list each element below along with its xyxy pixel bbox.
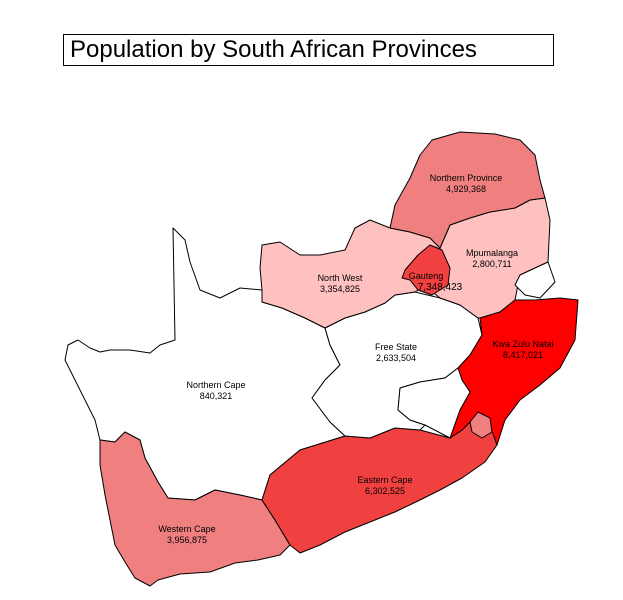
label-free-state-pop: 2,633,504 [376, 353, 416, 363]
label-gauteng-pop: 7,348,423 [418, 282, 463, 293]
label-northern-province-name: Northern Province [430, 173, 503, 183]
label-kwazulu-natal-pop: 8,417,021 [503, 350, 543, 360]
label-north-west-pop: 3,354,825 [320, 284, 360, 294]
label-kwazulu-natal-name: Kwa Zulu Natal [492, 339, 553, 349]
lesotho-area [397, 367, 471, 439]
label-northern-province-pop: 4,929,368 [446, 184, 486, 194]
label-north-west-name: North West [318, 273, 363, 283]
province-northern-province[interactable] [389, 131, 546, 249]
label-mpumalanga-pop: 2,800,711 [472, 259, 511, 269]
province-gauteng[interactable] [401, 244, 451, 296]
label-western-cape-name: Western Cape [158, 524, 215, 534]
swaziland-area [514, 261, 556, 299]
label-free-state-name: Free State [375, 342, 417, 352]
label-mpumalanga-name: Mpumalanga [466, 248, 518, 258]
label-northern-cape-pop: 840,321 [200, 391, 233, 401]
label-western-cape-pop: 3,956,875 [167, 535, 207, 545]
label-eastern-cape-pop: 6,302,525 [365, 486, 405, 496]
label-northern-cape-name: Northern Cape [186, 380, 245, 390]
province-western-cape[interactable] [99, 431, 291, 587]
enclave-area [469, 411, 493, 439]
map-title: Population by South African Provinces [63, 34, 554, 66]
label-gauteng-name: Gauteng [409, 271, 444, 281]
label-eastern-cape-name: Eastern Cape [357, 475, 412, 485]
province-eastern-cape[interactable] [261, 421, 498, 554]
